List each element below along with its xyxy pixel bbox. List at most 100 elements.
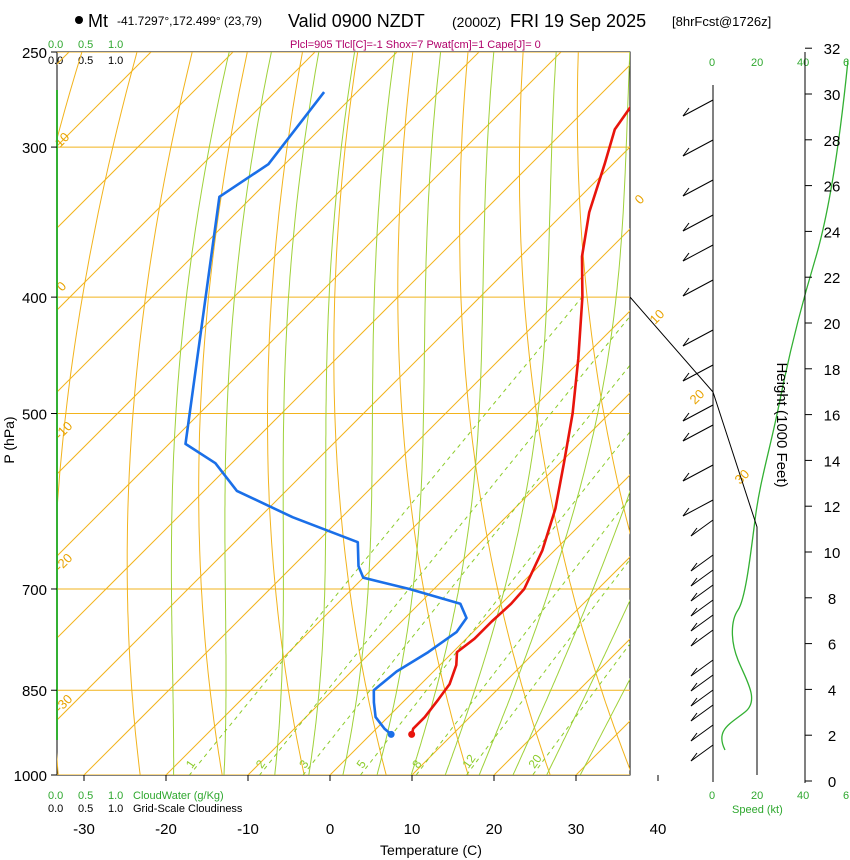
wind-barb-flag [690,527,698,537]
isotherm-line [57,52,398,393]
wind-barbs [682,99,714,762]
wind-barb-flag [682,222,690,232]
wind-barb-flag [690,637,698,647]
mixing-ratio-line [415,497,630,775]
wind-barb-flag [682,412,690,422]
temperature-tick-label: 40 [650,821,667,838]
dry-adiabat-line [198,52,248,775]
pressure-tick-label: 250 [22,45,47,62]
station-coords: -41.7297°,172.499° (23,79) [117,14,262,28]
moist-adiabat-line [579,677,630,775]
speed-tick-bottom-20: 20 [751,790,763,802]
height-tick-label: 16 [824,408,841,425]
isotherm-label: 0 [54,278,70,294]
isotherm-label: -20 [52,550,76,574]
dry-adiabat-line [57,52,138,775]
wind-barb-flag [690,607,698,617]
wind-barb [682,464,714,482]
isotherm-line [493,638,630,775]
height-tick-label: 2 [828,728,836,745]
isotherm-line [57,64,630,639]
wind-barb [682,329,714,347]
wind-barb [690,519,714,537]
cloudiness-scale-bottom-1: 0.5 [78,803,93,815]
wind-barb-flag [682,472,690,482]
height-tick-label: 8 [828,591,836,608]
height-tick-label: 6 [828,637,836,654]
wind-barb [690,689,714,707]
speed-tick-top-40: 40 [797,57,809,69]
cloudiness-scale-bottom-0: 0.0 [48,803,63,815]
dry-adiabat-line [576,52,630,535]
isotherm-line [57,52,152,147]
wind-barb-flag [682,147,690,157]
dry-adiabat-line [267,52,305,775]
cloudwater-scale-bottom-1: 0.5 [78,790,93,802]
cloudiness-scale-top-1: 0.5 [78,55,93,67]
mixing-ratio-label: 8 [409,757,424,771]
wind-barb [690,584,714,602]
profiles [184,91,630,738]
dry-adiabat-line [57,52,83,141]
wind-barb [682,244,714,262]
wind-barb-flag [682,107,690,117]
temperature-tick-label: -10 [237,821,259,838]
isotherm-label: 20 [687,386,708,407]
wind-barb [690,674,714,692]
wind-barb [682,214,714,232]
temperature-tick-label: 10 [404,821,421,838]
wind-barb-flag [682,187,690,197]
height-tick-label: 20 [824,316,841,333]
height-tick-label: 0 [828,774,836,791]
height-tick-label: 28 [824,133,841,150]
wind-barb-flag [690,577,698,587]
temperature-axis: -30 -20 -10 0 10 20 30 40 [73,775,666,838]
wind-barb [690,629,714,647]
cloudwater-scale-top-2: 1.0 [108,39,123,51]
background-grid [57,0,850,800]
wind-barb-flag [690,732,698,742]
pressure-tick-label: 500 [22,407,47,424]
isotherm-label: -10 [52,418,76,442]
mixing-ratio-line [302,364,630,775]
cloudiness-scale-bottom-2: 1.0 [108,803,123,815]
wind-barb-flag [682,252,690,262]
pressure-axis: 1000 850 700 500 400 300 250 [14,45,57,785]
speed-axis-label: Speed (kt) [732,804,783,816]
wind-barb [690,704,714,722]
mixing-ratio-label: 2 [253,757,268,771]
cloudwater-scale-top-1: 0.5 [78,39,93,51]
speed-tick-top-0: 0 [709,57,715,69]
pressure-tick-label: 1000 [14,768,47,785]
mixing-ratio-line [465,558,630,775]
isotherm-line [57,52,562,557]
height-tick-label: 10 [824,545,841,562]
wind-barb [690,744,714,762]
temperature-tick-label: 30 [568,821,585,838]
sounding-parameters: Plcl=905 Tlcl[C]=-1 Shox=7 Pwat[cm]=1 Ca… [290,39,541,51]
height-tick-label: 18 [824,362,841,379]
height-axis-label: Height (1000 Feet) [773,362,790,487]
height-tick-label: 4 [828,682,836,699]
height-tick-label: 12 [824,499,841,516]
wind-barb [682,279,714,297]
mixing-ratio-label: 1 [183,757,198,771]
station-dot-icon [75,16,83,24]
cloudiness-label: Grid-Scale Cloudiness [133,803,243,815]
isotherm-line [633,0,850,800]
pressure-axis-label: P (hPa) [1,416,17,463]
isotherm-label: -30 [52,691,76,715]
isotherm-label: 0 [632,191,648,207]
wind-barb [682,179,714,197]
temperature-tick-label: 20 [486,821,503,838]
speed-tick-top-6: 6 [843,57,849,69]
temperature-line [410,105,630,735]
cloudwater-label: CloudWater (g/Kg) [133,790,224,802]
speed-tick-bottom-0: 0 [709,790,715,802]
pressure-tick-label: 400 [22,290,47,307]
speed-tick-bottom-6: 6 [843,790,849,802]
moist-adiabat-line [223,52,272,775]
temperature-axis-label: Temperature (C) [380,842,482,858]
wind-barb-flag [682,507,690,517]
